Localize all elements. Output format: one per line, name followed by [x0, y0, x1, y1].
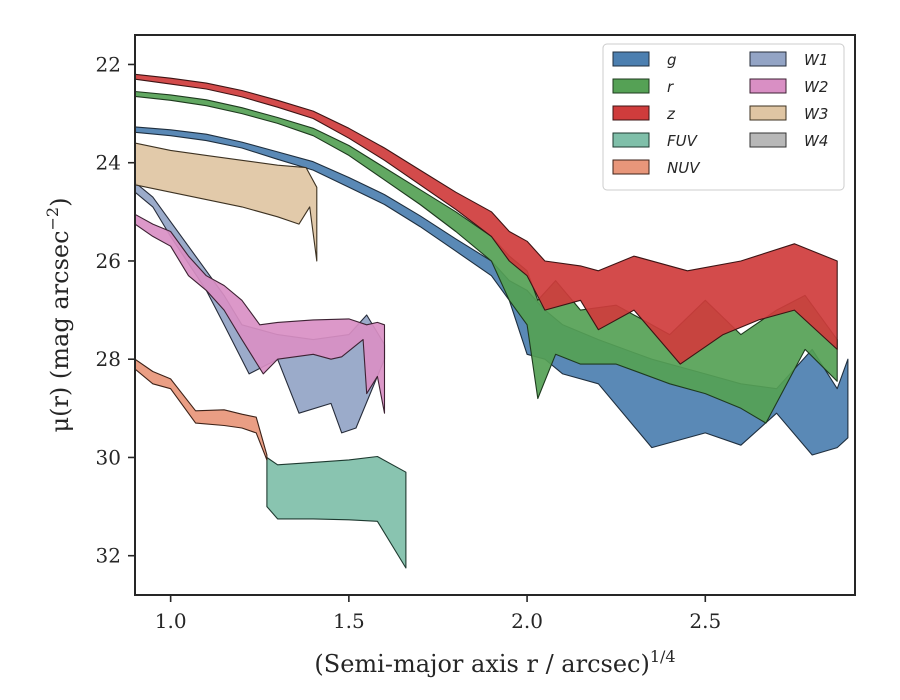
legend-label: W4: [804, 132, 828, 150]
legend: grz FUV NUV W1 W2 W3 W4: [602, 43, 845, 191]
y-axis-label-tail: ): [46, 198, 74, 207]
y-tick-label: 30: [96, 445, 121, 469]
x-tick-label: 2.0: [511, 609, 543, 633]
x-tick-label: 1.0: [155, 609, 187, 633]
legend-swatch: [749, 51, 787, 67]
y-tick-label: 24: [96, 151, 121, 175]
y-tick-label: 32: [96, 544, 121, 568]
legend-label: g: [667, 51, 677, 69]
legend-label: W1: [804, 51, 828, 69]
legend-swatch: [612, 78, 650, 94]
y-axis-label-superscript: −2: [43, 207, 62, 231]
y-tick-label: 26: [96, 249, 121, 273]
legend-entry-w2: W2: [749, 78, 828, 96]
band-w3: [135, 142, 318, 262]
legend-swatch: [612, 51, 650, 67]
x-tick-label: 2.5: [689, 609, 721, 633]
legend-entry-g: g: [612, 51, 677, 69]
axes-frame: [134, 34, 856, 596]
legend-swatch: [749, 78, 787, 94]
plot-border: [134, 34, 856, 596]
y-axis-label: μ(r) (mag arcsec−2): [43, 198, 74, 433]
legend-entry-w4: W4: [749, 132, 828, 150]
band-fuv: [266, 455, 407, 569]
legend-swatch: [612, 132, 650, 148]
legend-swatch: [749, 105, 787, 121]
legend-label: FUV: [667, 132, 699, 150]
band-z: [135, 73, 838, 365]
legend-entry-w1: W1: [749, 51, 828, 69]
band-w2: [135, 213, 386, 414]
legend-label: r: [667, 78, 674, 96]
band-w1: [135, 181, 386, 434]
legend-swatch: [749, 132, 787, 148]
legend-label: W3: [804, 105, 828, 123]
legend-label: NUV: [667, 159, 701, 177]
y-axis-ticks: 22 24 26 28 30 32: [96, 52, 135, 568]
legend-label: z: [666, 105, 676, 123]
series-bands: [135, 73, 849, 569]
x-tick-label: 1.5: [333, 609, 365, 633]
legend-entry-r: r: [612, 78, 674, 96]
legend-entry-z: z: [612, 105, 676, 123]
x-axis-label-superscript: 1/4: [650, 647, 676, 666]
legend-swatch: [612, 159, 650, 175]
legend-entry-fuv: FUV: [612, 132, 699, 150]
legend-swatch: [612, 105, 650, 121]
x-axis-label: (Semi-major axis r / arcsec)1/4: [314, 647, 675, 678]
y-tick-label: 22: [96, 52, 121, 76]
band-nuv: [135, 358, 268, 461]
y-tick-label: 28: [96, 347, 121, 371]
legend-entry-w3: W3: [749, 105, 828, 123]
legend-entry-nuv: NUV: [612, 159, 701, 177]
legend-label: W2: [804, 78, 828, 96]
x-axis-ticks: 1.0 1.5 2.0 2.5: [155, 595, 721, 633]
